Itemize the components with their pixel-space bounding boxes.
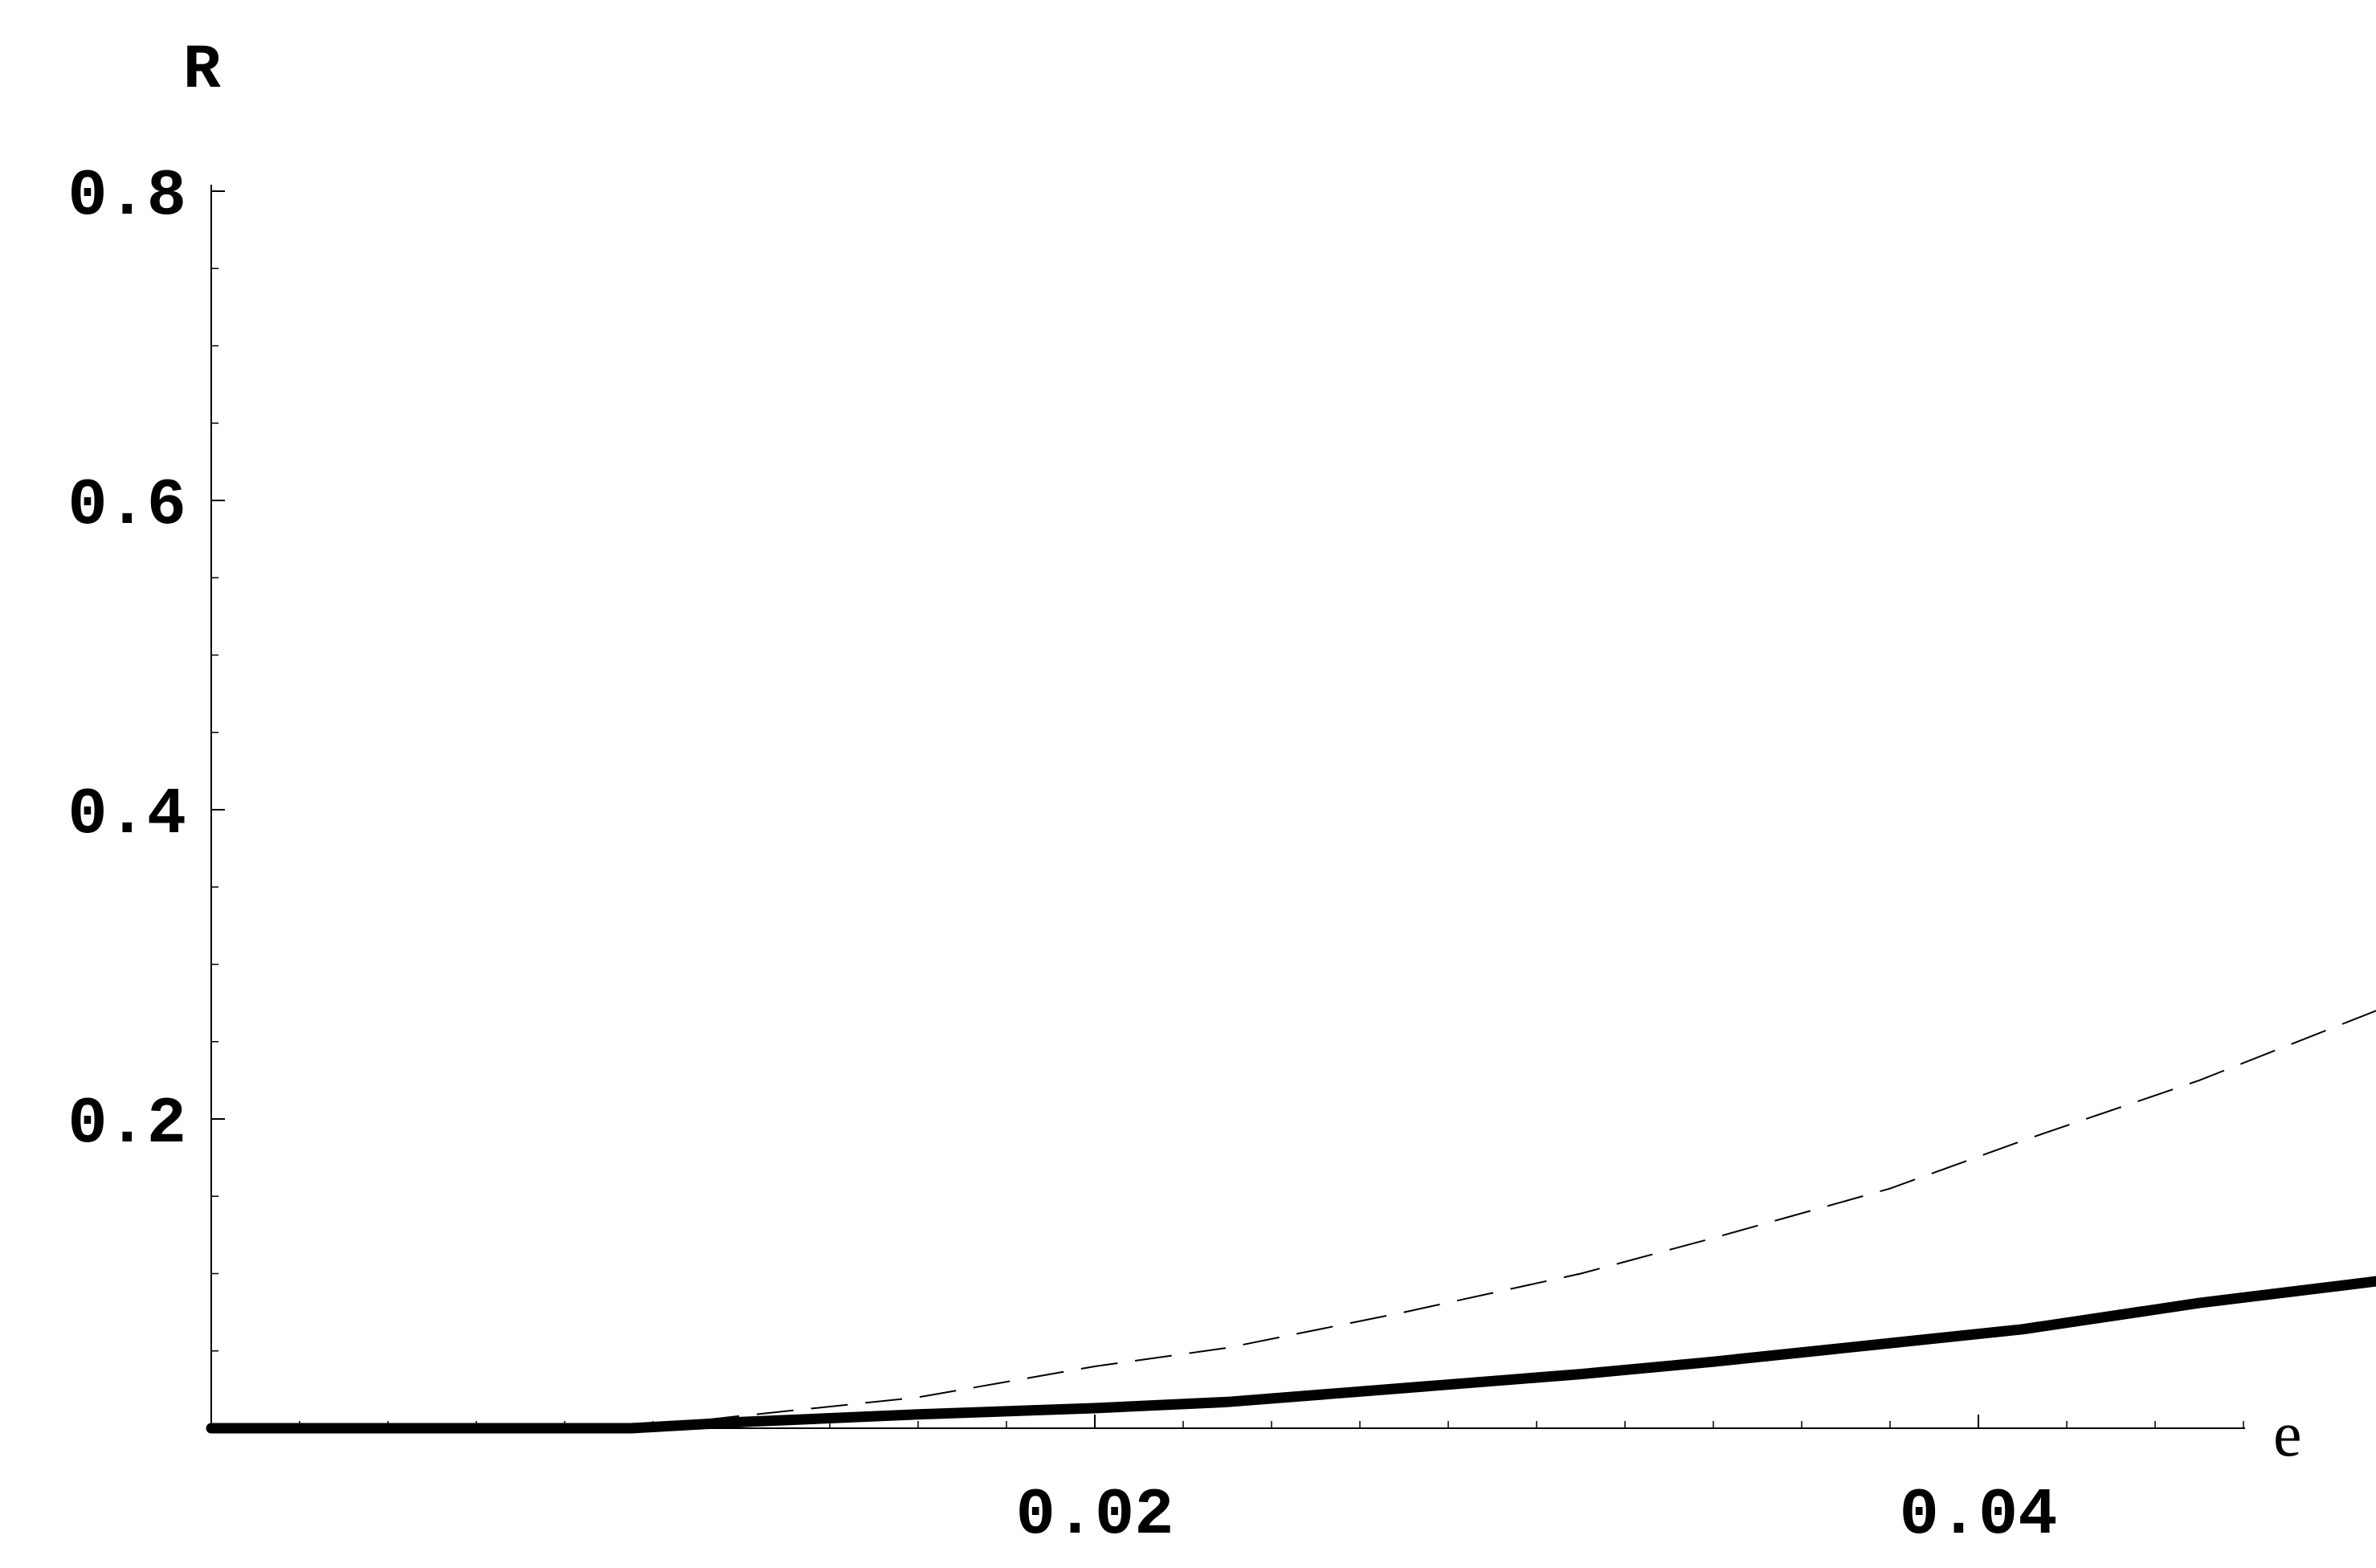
x-tick-label: 0.04 — [1900, 1478, 2058, 1553]
y-tick-label: 0.4 — [67, 778, 186, 852]
y-tick-label: 0.6 — [67, 468, 186, 543]
series-group — [206, 1010, 2376, 1434]
y-tick-label: 0.8 — [67, 159, 186, 234]
dashed-series-line — [211, 1010, 2376, 1429]
minor-ticks — [211, 190, 2244, 1428]
x-axis-label: e — [2273, 1399, 2302, 1470]
y-tick-label: 0.2 — [67, 1087, 186, 1162]
y-tick-labels: 0.2 0.4 0.6 0.8 — [67, 159, 186, 1162]
x-tick-labels: 0.020.040.060.08 — [1016, 1478, 2058, 1553]
major-ticks — [211, 190, 1979, 1428]
y-axis-label: R — [183, 35, 221, 106]
solid-series-line — [206, 1276, 2376, 1434]
x-tick-label: 0.02 — [1016, 1478, 1174, 1553]
